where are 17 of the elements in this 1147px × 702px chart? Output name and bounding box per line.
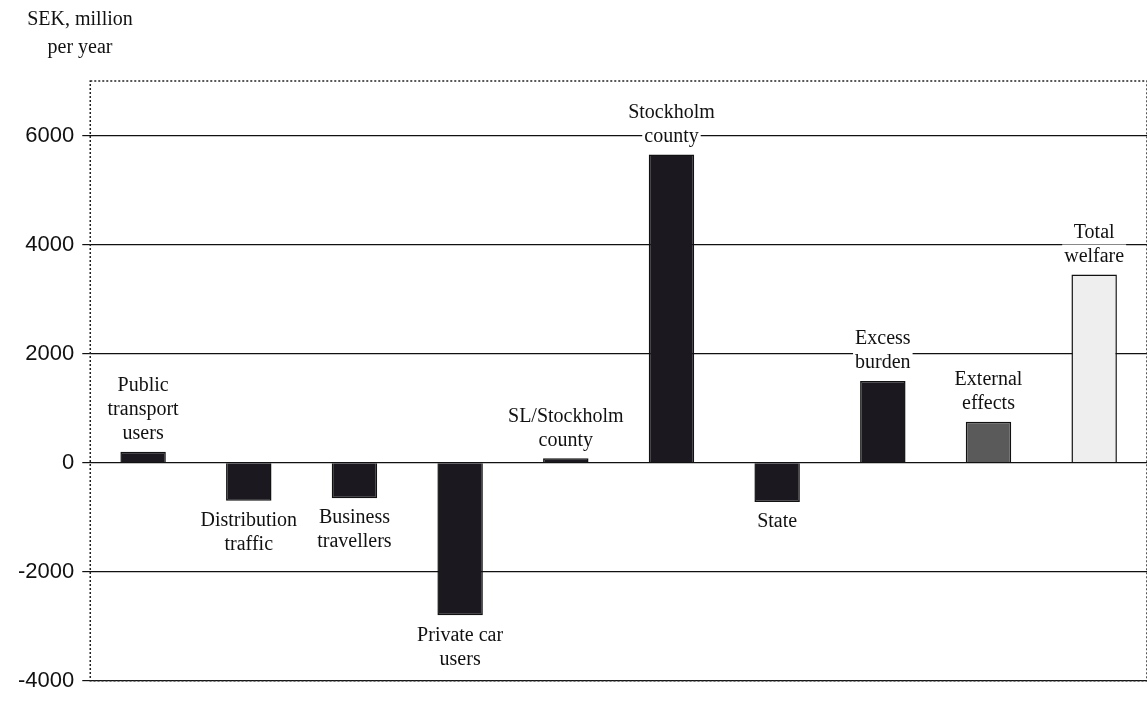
y-tick-label: 0 — [62, 448, 75, 474]
y-tick-label: 4000 — [25, 230, 75, 256]
x-tick-label: Private car users — [417, 622, 504, 669]
x-tick-label: Business travellers — [317, 505, 392, 552]
x-tick-label: Total welfare — [1064, 219, 1125, 266]
x-tick-label: State — [757, 509, 798, 532]
x-tick-label: Excess burden — [855, 326, 911, 373]
x-tick-label: Public transport users — [107, 373, 180, 444]
x-tick-label: SL/Stockholm county — [508, 403, 625, 451]
x-tick-label: External effects — [954, 367, 1023, 414]
x-tick-label: Distribution traffic — [200, 508, 298, 555]
y-tick-label: 6000 — [25, 121, 75, 147]
y-tick-label: -4000 — [17, 666, 75, 692]
y-tick-label: -2000 — [17, 557, 75, 583]
y-tick-label: 2000 — [25, 339, 75, 365]
x-tick-label: Stockholm county — [628, 99, 716, 147]
y-axis-title: SEK, million per year — [27, 7, 133, 59]
